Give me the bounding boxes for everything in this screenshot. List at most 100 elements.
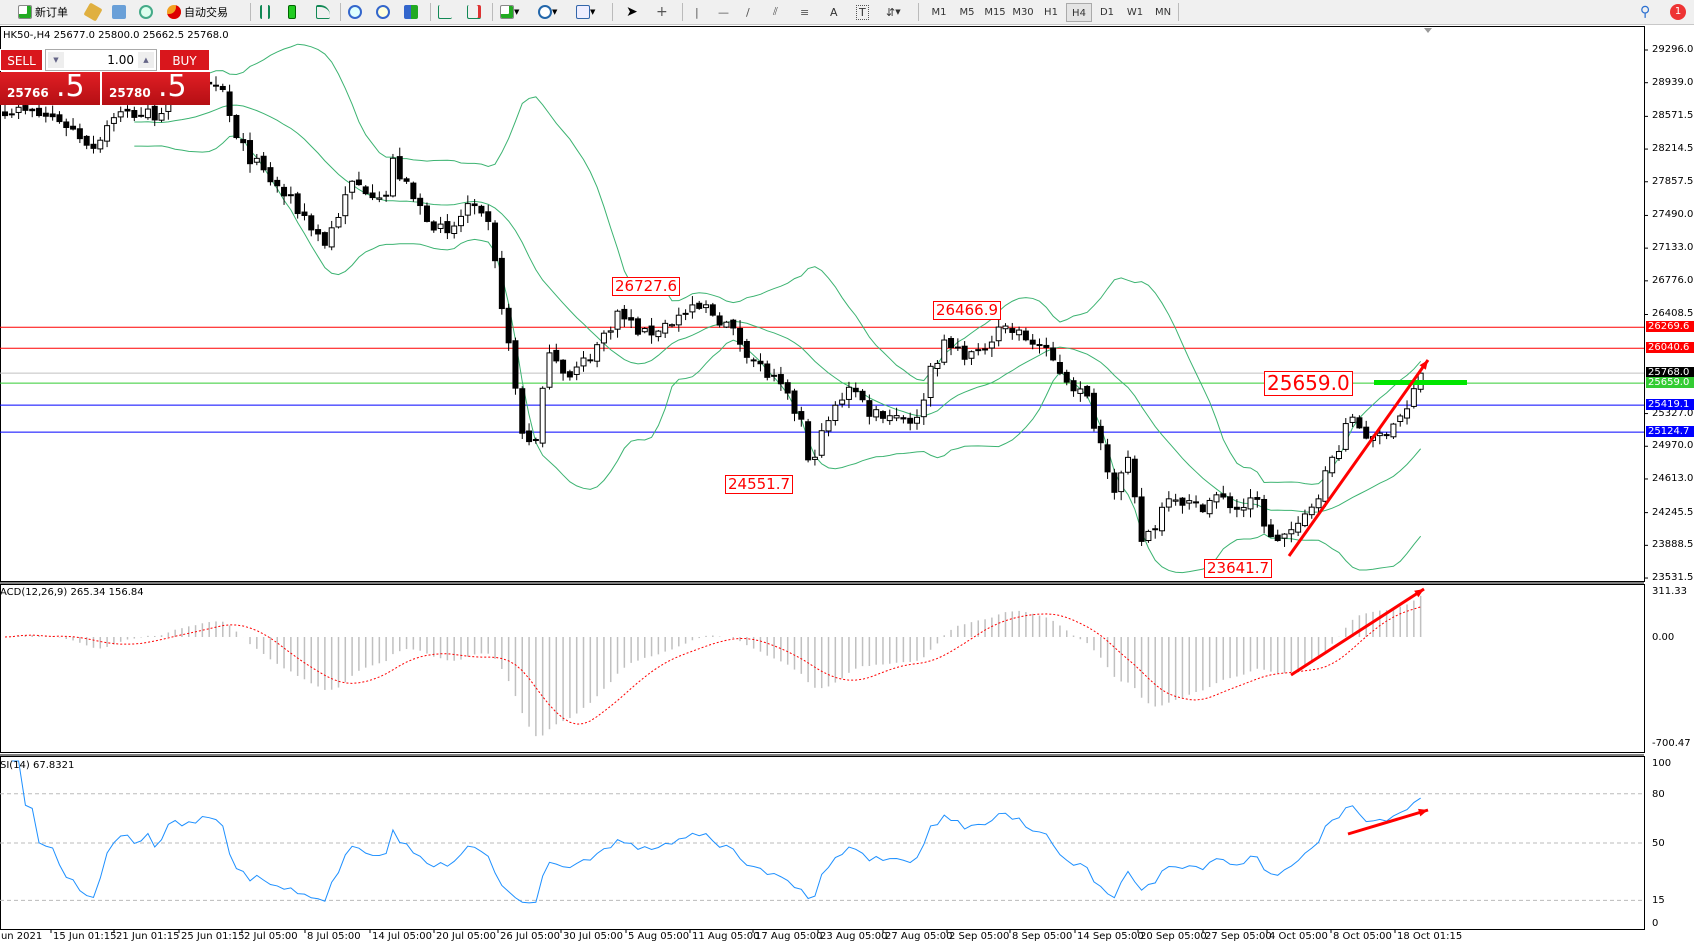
candle: [383, 194, 390, 197]
candle: [247, 140, 254, 165]
tile-windows-button[interactable]: [404, 3, 418, 21]
time-axis-label: 8 Sep 05:00: [1012, 931, 1073, 942]
search-button[interactable]: ⚲: [1640, 3, 1650, 21]
templates-button[interactable]: ▼: [576, 3, 595, 21]
candle: [791, 390, 798, 414]
candle: [852, 387, 859, 393]
annotation-high-2[interactable]: 26466.9: [933, 301, 1002, 320]
timeframe-mn[interactable]: MN: [1154, 7, 1172, 18]
candle: [369, 192, 376, 199]
volume-up-icon[interactable]: ▲: [138, 52, 154, 68]
text-button[interactable]: A: [830, 3, 838, 21]
timeframe-h1[interactable]: H1: [1044, 7, 1058, 18]
candle: [621, 308, 628, 320]
candle: [934, 362, 941, 369]
rsi-line: [11, 760, 1421, 904]
timeframe-w1[interactable]: W1: [1126, 7, 1144, 18]
annotation-high-1[interactable]: 26727.6: [612, 277, 681, 296]
timeframe-m1[interactable]: M1: [931, 7, 947, 18]
candle: [893, 415, 900, 419]
sell-price-pips: .5: [56, 69, 85, 104]
volume-down-icon[interactable]: ▼: [48, 52, 64, 68]
candle: [1056, 361, 1063, 374]
timeframe-h4[interactable]: H4: [1066, 3, 1092, 22]
candle: [1335, 451, 1342, 460]
bar-chart-icon: [260, 5, 270, 19]
timeframe-m30[interactable]: M30: [1012, 7, 1034, 18]
candle: [873, 409, 880, 418]
periods-button[interactable]: ▼: [538, 3, 557, 21]
candlestick-button[interactable]: [288, 3, 296, 21]
zoom-in-button[interactable]: [348, 3, 362, 21]
horizontal-line-button[interactable]: —: [718, 3, 729, 21]
candle: [703, 304, 710, 309]
candle: [1383, 434, 1390, 437]
buy-button[interactable]: BUY: [159, 49, 210, 71]
vertical-line-button[interactable]: |: [695, 3, 699, 21]
timeframe-m5[interactable]: M5: [959, 7, 975, 18]
price-level-tag[interactable]: 25659.0: [1646, 377, 1694, 389]
candle: [866, 400, 873, 417]
candle: [471, 203, 478, 207]
candle: [131, 110, 138, 118]
candle: [696, 302, 703, 309]
text-label-button[interactable]: T: [856, 3, 869, 21]
buy-price[interactable]: 25780 .5: [102, 69, 210, 105]
sell-price[interactable]: 25766 .5: [0, 69, 100, 105]
chart-shift-button[interactable]: [438, 3, 452, 21]
line-chart-button[interactable]: [316, 3, 330, 21]
fibonacci-icon: ≡: [800, 5, 810, 19]
timeframe-m15[interactable]: M15: [984, 7, 1006, 18]
candle: [1404, 408, 1411, 419]
candle: [342, 194, 349, 217]
channel-button[interactable]: ⫽: [773, 3, 778, 21]
fibonacci-button[interactable]: ≡: [800, 3, 809, 21]
candle: [1029, 339, 1036, 345]
candle: [607, 330, 614, 333]
candle: [982, 348, 989, 351]
time-axis-label: 30 Jul 05:00: [563, 931, 623, 942]
crosshair-button[interactable]: +: [656, 3, 668, 21]
toolbar: 新订单 自动交易 ▼ ▼ ▼ ➤ + | — / ⫽ ≡ A T ⇵ ▼ M1 M5…: [0, 0, 1694, 25]
price-level-tag[interactable]: 26269.6: [1646, 321, 1694, 333]
cursor-button[interactable]: ➤: [626, 3, 638, 21]
auto-trading-button[interactable]: 自动交易: [167, 3, 228, 21]
candle: [580, 357, 587, 367]
annotation-current[interactable]: 25659.0: [1264, 371, 1353, 396]
annotation-low-2[interactable]: 23641.7: [1204, 559, 1273, 578]
autoscroll-button[interactable]: [467, 3, 481, 21]
trendline-button[interactable]: /: [746, 3, 750, 21]
arrows-icon: ⇵: [886, 5, 896, 19]
price-level-tag[interactable]: 25419.1: [1646, 399, 1694, 411]
timeframe-d1[interactable]: D1: [1099, 7, 1115, 18]
navigator-button[interactable]: [139, 3, 153, 21]
price-level-tag[interactable]: 25124.7: [1646, 426, 1694, 438]
sell-button[interactable]: SELL: [0, 49, 43, 71]
candle: [805, 421, 812, 461]
candle: [117, 111, 124, 118]
candle: [42, 112, 49, 117]
zoom-out-button[interactable]: [376, 3, 390, 21]
indicators-button[interactable]: ▼: [500, 3, 519, 21]
new-order-button[interactable]: 新订单: [18, 3, 68, 21]
annotation-low-1[interactable]: 24551.7: [725, 475, 794, 494]
notification-button[interactable]: 1: [1670, 3, 1686, 21]
candle: [1390, 423, 1397, 438]
arrows-button[interactable]: ⇵ ▼: [886, 5, 901, 19]
vertical-line-icon: |: [695, 5, 699, 19]
volume-input[interactable]: 1.00: [107, 53, 134, 67]
bar-chart-button[interactable]: [260, 3, 270, 21]
volume-stepper[interactable]: ▼ 1.00 ▲: [45, 49, 157, 71]
candle: [1145, 530, 1152, 542]
candle: [1009, 328, 1016, 333]
price-level-tag[interactable]: 26040.6: [1646, 342, 1694, 354]
candle: [1233, 506, 1240, 510]
trend-arrow-rsi: [1347, 808, 1429, 836]
candle: [1356, 417, 1363, 429]
candle: [1097, 425, 1104, 444]
data-window-button[interactable]: [112, 3, 126, 21]
price-level-tag[interactable]: 25768.0: [1646, 367, 1694, 379]
candle: [1118, 472, 1125, 493]
price-axis-label: 29296.0: [1652, 44, 1694, 55]
